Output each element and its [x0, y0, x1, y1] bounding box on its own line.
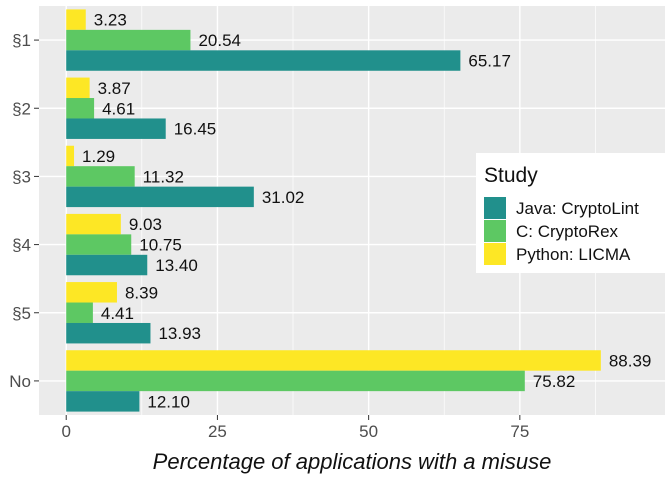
bar [66, 254, 148, 276]
y-tick-label: §2 [12, 99, 31, 118]
bar-value-label: 12.10 [147, 392, 190, 411]
x-tick-label: 75 [510, 422, 529, 441]
x-axis-title: Percentage of applications with a misuse [153, 449, 552, 474]
bar-value-label: 13.93 [158, 324, 201, 343]
bar-value-label: 8.39 [125, 283, 158, 302]
bar-value-label: 11.32 [143, 167, 184, 186]
bar [66, 98, 95, 119]
bar-value-label: 1.29 [82, 147, 115, 166]
bar [66, 29, 191, 51]
bar [66, 186, 254, 208]
legend-items: Java: CryptoLint C: CryptoRex Python: LICM… [484, 197, 639, 265]
bar [66, 370, 525, 392]
bar-value-label: 9.03 [129, 215, 162, 234]
bar [66, 350, 601, 371]
bar [66, 50, 461, 71]
bar-value-label: 3.23 [94, 11, 127, 30]
bar-value-label: 4.61 [102, 99, 135, 118]
bar [66, 322, 151, 344]
bar-value-label: 20.54 [198, 31, 241, 50]
bar-value-label: 65.17 [468, 52, 511, 71]
bar-value-label: 88.39 [609, 351, 652, 370]
y-tick-label: §3 [12, 167, 31, 186]
legend-swatch [484, 197, 506, 219]
legend-background [476, 153, 666, 273]
bar-value-label: 31.02 [262, 188, 305, 207]
legend: Study Java: CryptoLint C: CryptoRex Python… [476, 153, 666, 273]
x-tick-label: 25 [208, 422, 227, 441]
axes-layer: §1 §2 §3 §4 §5 No 0 25 50 75 [9, 31, 529, 441]
legend-title: Study [484, 164, 538, 187]
bar [66, 166, 135, 187]
bar-value-label: 75.82 [533, 372, 576, 391]
bar [66, 145, 75, 167]
bar-value-label: 3.87 [98, 79, 131, 98]
y-tick-label: No [9, 372, 31, 391]
bar [66, 118, 166, 139]
bar-value-label: 10.75 [139, 236, 182, 255]
y-tick-label: §1 [12, 31, 31, 50]
bar [66, 213, 121, 235]
bars-layer [66, 9, 601, 412]
bar [66, 77, 90, 99]
x-tick-label: 0 [61, 422, 70, 441]
bar-value-label: 13.40 [155, 256, 198, 275]
legend-swatch [484, 220, 506, 242]
legend-label: Python: LICMA [516, 245, 631, 264]
bar [66, 282, 117, 303]
bar [66, 391, 140, 412]
x-tick-label: 50 [359, 422, 378, 441]
bar [66, 9, 86, 30]
legend-label: Java: CryptoLint [516, 199, 639, 218]
legend-swatch [484, 243, 506, 265]
bar [66, 302, 93, 323]
bar [66, 234, 132, 255]
bar-labels-layer: 3.23 20.54 65.17 3.874.61 16.45 1.29 11.32 31.0… [82, 11, 651, 412]
y-tick-label: §5 [12, 304, 31, 323]
legend-label: C: CryptoRex [516, 222, 619, 241]
bar-value-label: 4.41 [101, 304, 134, 323]
y-tick-label: §4 [12, 236, 31, 255]
bar-value-label: 16.45 [174, 120, 217, 139]
